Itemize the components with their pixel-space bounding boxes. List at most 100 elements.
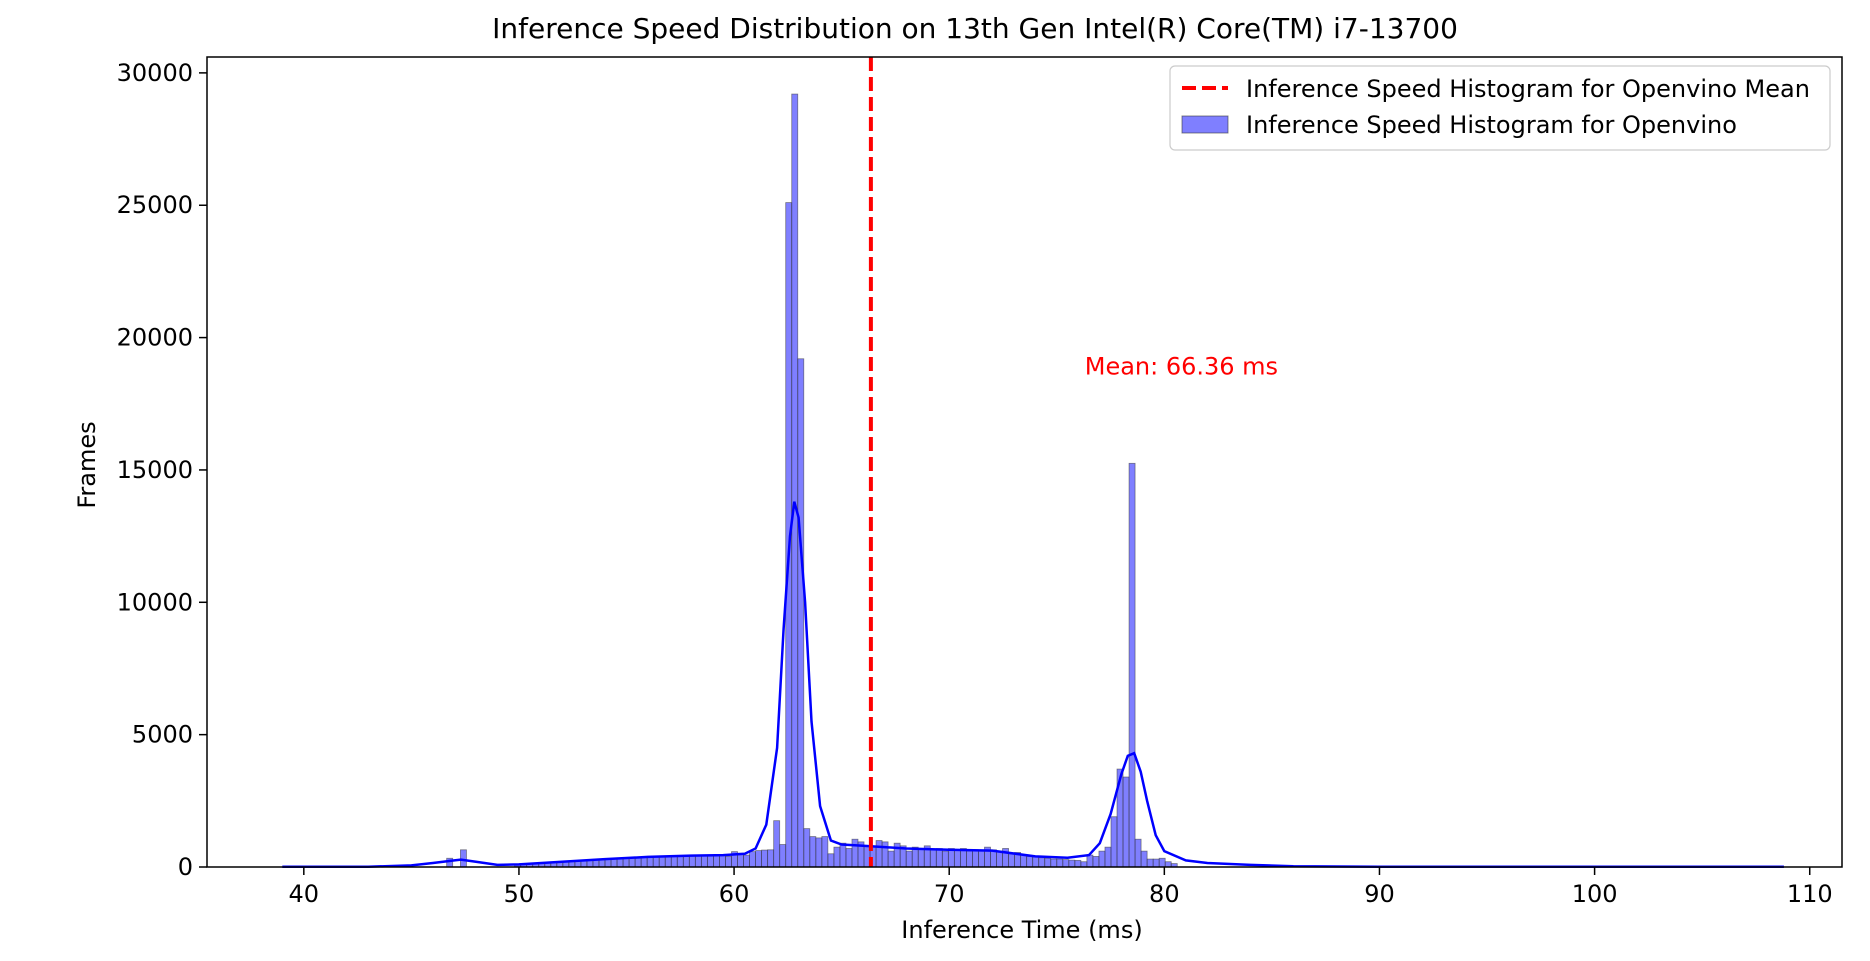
histogram-bar (1050, 858, 1058, 868)
mean-annotation: Mean: 66.36 ms (1085, 353, 1278, 381)
histogram-bar (1098, 850, 1106, 868)
histogram-bar (845, 848, 853, 868)
histogram-bar (658, 856, 666, 868)
histogram-bar (700, 854, 708, 868)
histogram-bar (1044, 857, 1052, 868)
histogram-bar (978, 850, 985, 868)
histogram-bar (646, 856, 654, 868)
histogram-bar (1164, 861, 1172, 868)
legend-label-mean: Inference Speed Histogram for Openvino M… (1246, 75, 1810, 103)
histogram-bar (803, 828, 811, 868)
histogram-bar (929, 849, 937, 868)
y-tick-label: 0 (178, 853, 193, 881)
histogram-bar (749, 851, 756, 868)
histogram-bar (1140, 850, 1148, 868)
histogram-bar (1134, 838, 1142, 868)
histogram-bar (851, 838, 859, 868)
y-tick-label: 15000 (117, 456, 193, 484)
x-tick-label: 110 (1787, 880, 1833, 908)
histogram-bar (767, 849, 775, 868)
histogram-bar (1152, 858, 1160, 868)
histogram-bar (755, 850, 763, 868)
histogram-bar (1080, 861, 1088, 868)
histogram-bar (996, 850, 1003, 868)
histogram-bar (827, 853, 835, 868)
histogram-bar (1128, 462, 1136, 868)
histogram-bar (725, 856, 732, 868)
histogram-bar (1038, 857, 1046, 868)
x-tick-label: 70 (934, 880, 965, 908)
histogram-bar (1146, 858, 1154, 868)
histogram-bar (1020, 854, 1028, 868)
histogram-bar (773, 820, 781, 868)
histogram-bar (839, 842, 847, 868)
histogram-bar (1056, 858, 1064, 868)
histogram-bar (1008, 853, 1016, 868)
y-tick-label: 30000 (117, 59, 193, 87)
histogram-bar (1086, 854, 1094, 868)
histogram-bar (1032, 856, 1040, 868)
x-tick-label: 50 (504, 880, 535, 908)
y-tick-label: 25000 (117, 191, 193, 219)
x-tick-label: 60 (719, 880, 750, 908)
histogram-bar (875, 840, 883, 868)
histogram-bar (743, 854, 750, 868)
histogram-bar (833, 846, 841, 868)
x-tick-label: 90 (1364, 880, 1395, 908)
x-axis-label: Inference Time (ms) (901, 916, 1142, 944)
legend-box (1169, 65, 1831, 151)
x-tick-label: 80 (1149, 880, 1180, 908)
histogram-bar (676, 855, 684, 868)
histogram-bar (791, 93, 799, 868)
histogram-bar (1062, 859, 1070, 868)
histogram-bar (1158, 857, 1166, 868)
histogram-bar (1122, 776, 1130, 868)
chart-title: Inference Speed Distribution on 13th Gen… (492, 12, 1458, 45)
y-tick-label: 20000 (117, 324, 193, 352)
histogram-bar (972, 849, 979, 868)
histogram-bar (887, 850, 895, 868)
histogram-bar (1092, 856, 1100, 868)
y-tick-label: 5000 (132, 721, 193, 749)
histogram-bar (670, 855, 678, 868)
histogram-bar (664, 856, 672, 868)
plot-frame (206, 56, 1843, 868)
histogram-bar (682, 855, 690, 868)
histogram-bar (706, 855, 714, 868)
y-axis-label: Frames (73, 421, 101, 508)
histogram-bar (1110, 816, 1118, 868)
histogram-bar (809, 836, 817, 868)
histogram-bar (628, 857, 636, 868)
histogram-bar (911, 846, 919, 868)
histogram-bar (1068, 859, 1076, 868)
x-tick-label: 100 (1572, 880, 1618, 908)
histogram-bar (719, 854, 726, 868)
x-tick-label: 40 (289, 880, 320, 908)
histogram-bar (761, 849, 769, 868)
histogram-bar (966, 850, 973, 868)
histogram-bar (1074, 859, 1082, 868)
histogram-bar (990, 849, 997, 868)
histogram-bar (881, 841, 889, 868)
histogram-bar (460, 849, 467, 868)
legend-swatch-histogram (1181, 115, 1229, 134)
legend-label-histogram: Inference Speed Histogram for Openvino (1246, 111, 1737, 139)
histogram-bar (947, 848, 955, 868)
histogram-bar (821, 836, 829, 868)
histogram-bar (1104, 846, 1112, 868)
histogram-bar (797, 358, 805, 868)
histogram-bar (917, 848, 925, 868)
histogram-bar (935, 848, 943, 868)
histogram-bar (688, 855, 696, 868)
histogram-bar (694, 855, 702, 868)
histogram-bar (1026, 856, 1034, 868)
histogram-bar (634, 857, 642, 868)
histogram-bar (905, 850, 913, 868)
histogram-bar (779, 844, 787, 868)
histogram-bar (713, 854, 720, 868)
histogram-bar (652, 856, 660, 868)
y-tick-label: 10000 (117, 588, 193, 616)
kde-curve (282, 501, 1784, 868)
